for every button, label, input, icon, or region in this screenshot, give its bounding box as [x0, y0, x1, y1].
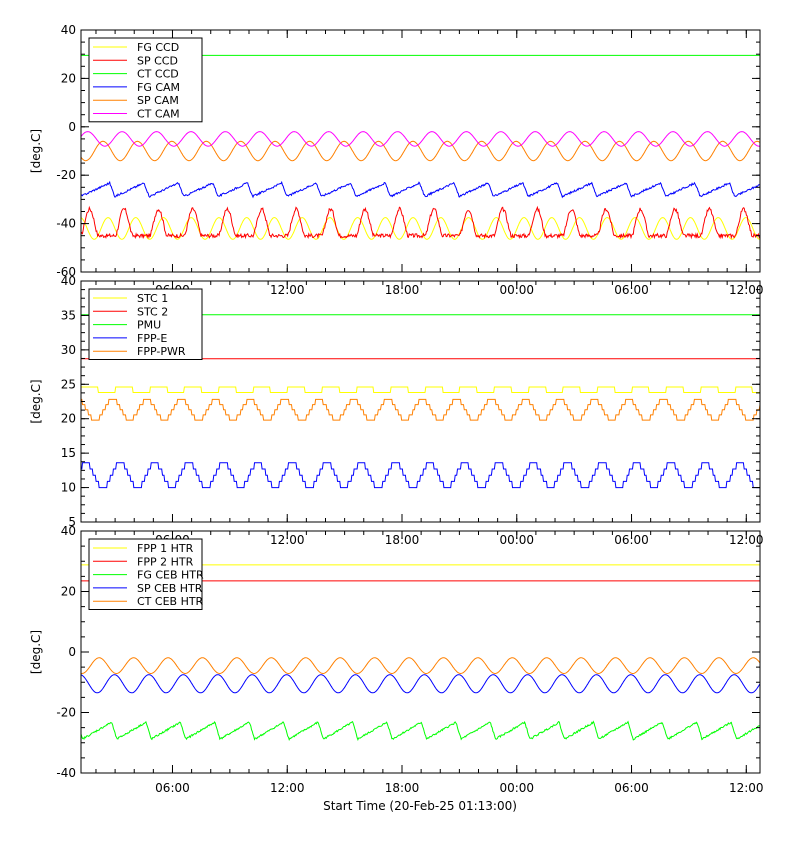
x-tick-label: 18:00 — [385, 781, 420, 795]
x-axis-title: Start Time (20-Feb-25 01:13:00) — [323, 799, 517, 813]
y-axis-title: [deg.C] — [29, 379, 43, 423]
x-tick-label: 12:00 — [729, 781, 764, 795]
y-tick-label: 20 — [61, 412, 76, 426]
y-tick-label: -60 — [56, 265, 76, 279]
y-tick-label: 40 — [61, 23, 76, 37]
y-tick-label: -40 — [56, 766, 76, 780]
y-tick-label: 30 — [61, 343, 76, 357]
legend-label: STC 2 — [137, 305, 168, 318]
legend-label: STC 1 — [137, 292, 168, 305]
y-tick-label: -20 — [56, 706, 76, 720]
legend-label: CT CCD — [137, 68, 179, 81]
x-tick-label: 00:00 — [499, 283, 534, 297]
series-line-fpp-e — [81, 462, 760, 489]
x-tick-label: 12:00 — [729, 283, 764, 297]
y-tick-label: 20 — [61, 71, 76, 85]
legend-label: SP CCD — [137, 54, 178, 67]
y-tick-label: 35 — [61, 308, 76, 322]
x-tick-label: 06:00 — [155, 781, 190, 795]
x-tick-label: 18:00 — [385, 283, 420, 297]
series-line-sp-ccd — [80, 205, 761, 240]
x-tick-label: 12:00 — [270, 781, 305, 795]
y-tick-label: 5 — [68, 515, 76, 529]
x-tick-label: 18:00 — [385, 533, 420, 547]
y-tick-label: 20 — [61, 585, 76, 599]
legend-label: FPP 1 HTR — [137, 542, 194, 555]
y-tick-label: -20 — [56, 168, 76, 182]
y-tick-label: -40 — [56, 217, 76, 231]
series-line-fg-cam — [80, 180, 760, 199]
legend-box — [88, 37, 203, 123]
panel-3: -40 -20 0 20 40 06:00 06:00 12:00 12:00 18:00 18:0… — [29, 524, 764, 795]
legend-label: SP CAM — [137, 94, 179, 107]
legend-label: SP CEB HTR — [137, 582, 203, 595]
series-line-ct-ceb-htr — [80, 657, 761, 675]
legend-label: FG CAM — [137, 81, 180, 94]
x-tick-label: 12:00 — [270, 533, 305, 547]
y-tick-label: 40 — [61, 274, 76, 288]
y-tick-label: 40 — [61, 524, 76, 538]
series-line-sp-cam — [80, 140, 761, 162]
series-line-fpp-pwr — [81, 398, 761, 421]
legend-label: FPP-PWR — [137, 345, 186, 358]
series-line-stc-1 — [81, 386, 760, 393]
y-axis-title: [deg.C] — [29, 129, 43, 173]
y-tick-label: 10 — [61, 481, 76, 495]
x-tick-label: 00:00 — [499, 781, 534, 795]
series-line-sp-ceb-htr — [80, 674, 761, 694]
legend-label: FPP-E — [137, 332, 167, 345]
legend-label: FG CCD — [137, 41, 179, 54]
x-tick-label: 00:00 — [499, 533, 534, 547]
series-line-fg-ceb-htr — [80, 720, 761, 742]
panel-2: 51015202530354006:0012:0018:0000:0006:00… — [29, 274, 764, 529]
y-tick-label: 25 — [61, 377, 76, 391]
legend-label: FPP 2 HTR — [137, 555, 194, 568]
x-tick-label: 06:00 — [614, 283, 649, 297]
legend-label: PMU — [137, 319, 161, 332]
x-tick-label: 12:00 — [729, 533, 764, 547]
x-tick-label: 06:00 — [614, 533, 649, 547]
series-line-fg-ccd — [80, 217, 760, 240]
legend-label: FG CEB HTR — [137, 569, 204, 582]
x-tick-label: 06:00 — [614, 781, 649, 795]
x-tick-label: 12:00 — [270, 283, 305, 297]
y-tick-label: 0 — [68, 645, 76, 659]
y-axis-title: [deg.C] — [29, 630, 43, 674]
legend-label: CT CAM — [137, 108, 180, 121]
series-line-ct-cam — [80, 131, 761, 147]
y-tick-label: 0 — [68, 120, 76, 134]
legend-label: CT CEB HTR — [137, 595, 204, 608]
y-tick-label: 15 — [61, 446, 76, 460]
